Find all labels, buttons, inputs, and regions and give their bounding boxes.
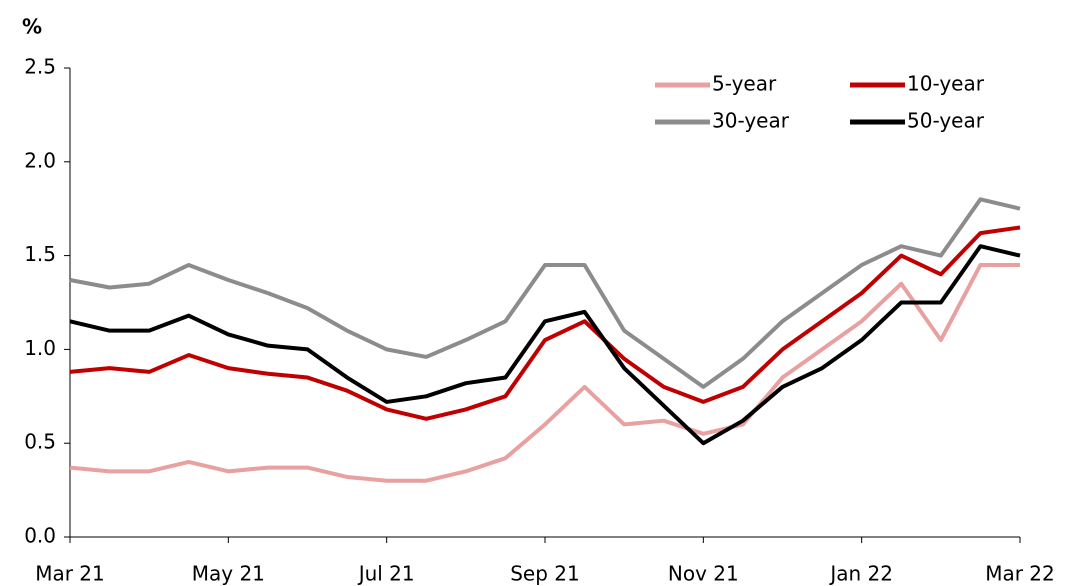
legend-label: 50-year <box>907 109 985 133</box>
series-line <box>69 244 1021 446</box>
y-tick-label: 2.0 <box>24 148 56 172</box>
x-tick-label: Nov 21 <box>668 562 739 586</box>
legend-label: 30-year <box>712 109 790 133</box>
y-tick-label: 0.5 <box>24 430 56 454</box>
legend-label: 10-year <box>907 72 985 96</box>
x-tick-label: Jul 21 <box>357 562 415 586</box>
y-axis-label: % <box>22 15 42 39</box>
x-tick-label: May 21 <box>192 562 265 586</box>
x-tick-label: Mar 21 <box>35 562 105 586</box>
x-tick-label: Mar 22 <box>985 562 1055 586</box>
y-tick-label: 1.0 <box>24 336 56 360</box>
series-line <box>69 197 1021 389</box>
x-tick-label: Jan 22 <box>828 562 893 586</box>
series-line <box>69 225 1021 421</box>
series-line <box>69 262 1020 483</box>
y-tick-label: 2.5 <box>24 55 56 79</box>
legend-label: 5-year <box>712 72 777 96</box>
y-tick-label: 0.0 <box>24 524 56 548</box>
y-tick-label: 1.5 <box>24 242 56 266</box>
x-tick-label: Sep 21 <box>510 562 580 586</box>
